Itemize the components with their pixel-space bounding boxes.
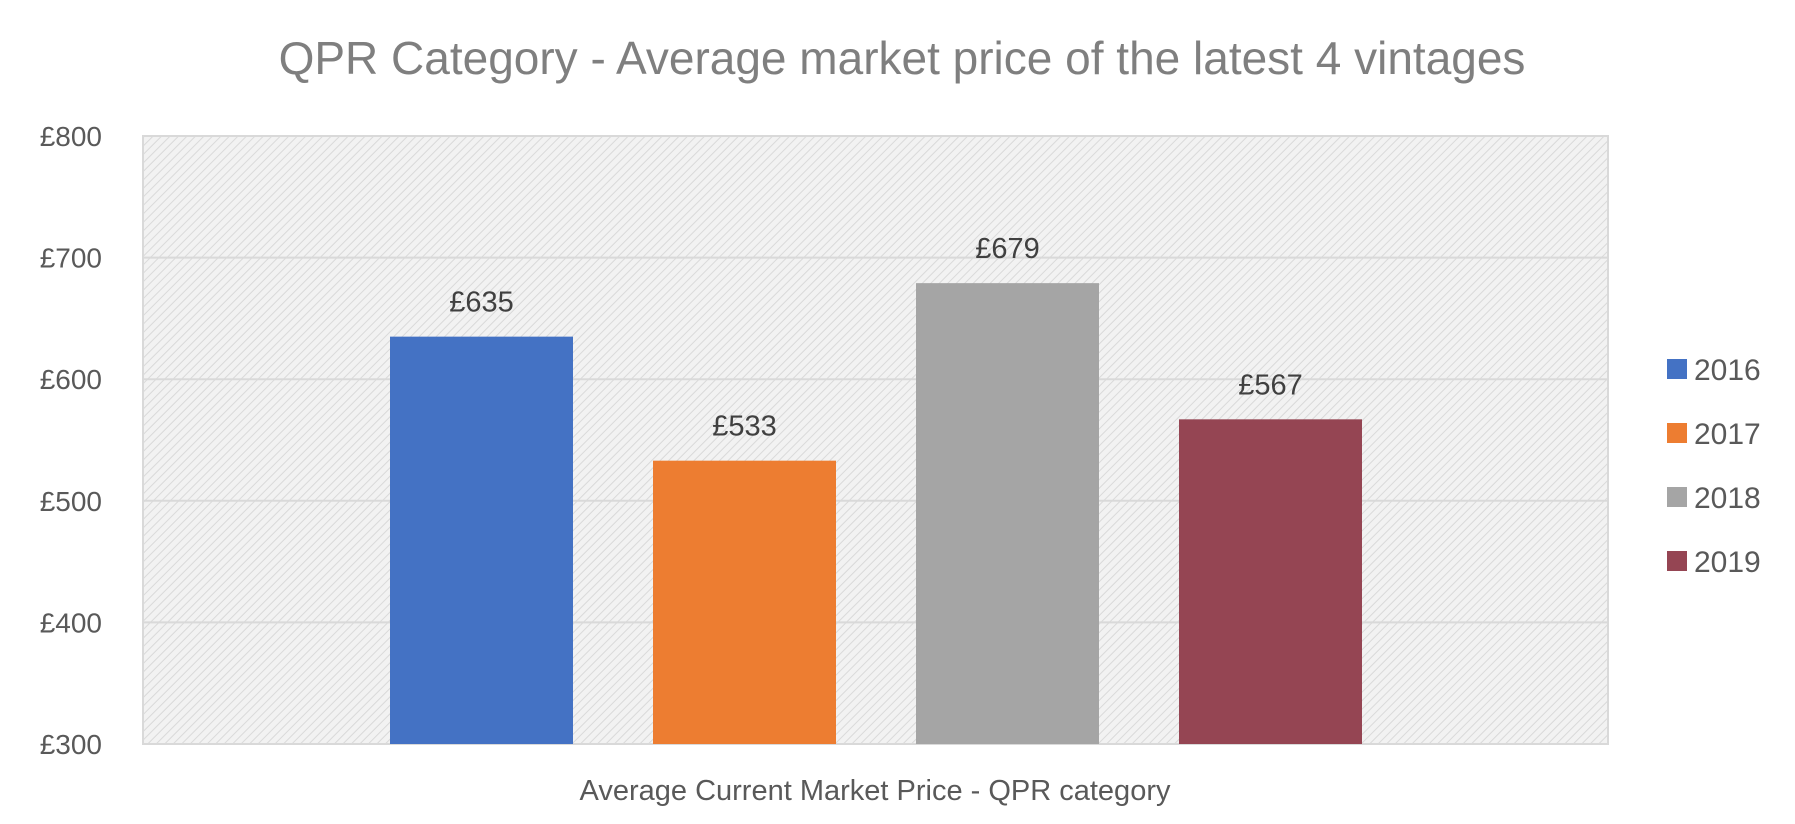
gridlines bbox=[143, 256, 1608, 624]
bar-2019 bbox=[1179, 419, 1362, 744]
y-tick-label: £500 bbox=[40, 486, 102, 517]
bar-2017 bbox=[653, 460, 836, 744]
y-tick-label: £700 bbox=[40, 243, 102, 274]
legend-label-2018: 2018 bbox=[1694, 482, 1761, 515]
bars bbox=[390, 283, 1362, 744]
x-axis-category-label: Average Current Market Price - QPR categ… bbox=[580, 775, 1171, 807]
data-label-2016: £635 bbox=[449, 287, 514, 319]
y-axis: £300 £400 £500 £600 £700 £800 bbox=[40, 121, 102, 760]
y-tick-label: £400 bbox=[40, 607, 102, 638]
y-tick-label: £600 bbox=[40, 364, 102, 395]
legend-swatch-2016 bbox=[1667, 359, 1687, 379]
chart-title: QPR Category - Average market price of t… bbox=[279, 32, 1526, 84]
data-labels: £635 £533 £679 £567 bbox=[449, 233, 1303, 443]
legend-label-2016: 2016 bbox=[1694, 354, 1761, 387]
y-tick-label: £300 bbox=[40, 729, 102, 760]
data-label-2019: £567 bbox=[1238, 369, 1303, 401]
bar-2016 bbox=[390, 336, 573, 744]
data-label-2017: £533 bbox=[712, 411, 777, 443]
y-tick-label: £800 bbox=[40, 121, 102, 152]
legend-label-2019: 2019 bbox=[1694, 546, 1761, 579]
data-label-2018: £679 bbox=[975, 233, 1040, 265]
legend-swatch-2017 bbox=[1667, 423, 1687, 443]
bar-2018 bbox=[916, 283, 1099, 744]
legend: 2016 2017 2018 2019 bbox=[1667, 354, 1761, 579]
legend-swatch-2019 bbox=[1667, 551, 1687, 571]
legend-label-2017: 2017 bbox=[1694, 418, 1761, 451]
plot-area bbox=[142, 135, 1609, 745]
legend-swatch-2018 bbox=[1667, 487, 1687, 507]
